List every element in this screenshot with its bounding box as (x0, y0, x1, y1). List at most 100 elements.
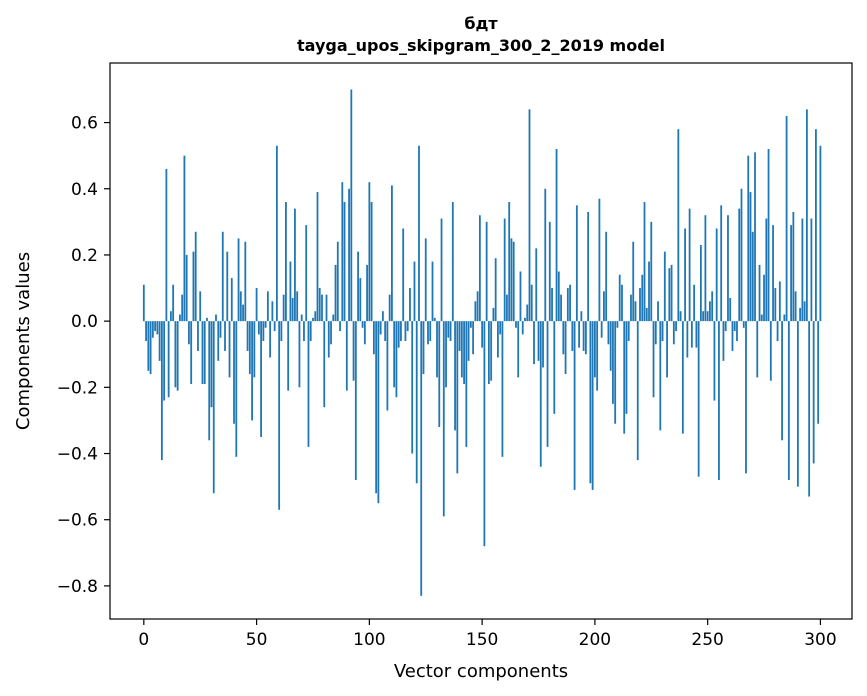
bar-270 (751, 231, 754, 322)
bar-115 (402, 228, 405, 322)
bar-144 (467, 321, 470, 361)
bar-67 (294, 208, 296, 322)
bar-125 (424, 238, 427, 322)
bar-134 (445, 321, 447, 388)
bar-187 (564, 321, 567, 375)
bar-38 (228, 321, 231, 378)
bar-198 (589, 321, 592, 484)
bar-295 (808, 321, 811, 497)
bar-195 (582, 321, 585, 351)
bar-50 (255, 288, 258, 322)
bar-238 (679, 311, 682, 322)
bar-85 (334, 264, 337, 322)
bar-192 (575, 205, 578, 322)
bar-284 (783, 314, 786, 322)
bar-150 (481, 321, 484, 348)
bar-52 (260, 321, 262, 437)
bar-64 (287, 321, 290, 391)
bar-215 (627, 321, 630, 341)
bar-258 (724, 321, 727, 332)
bar-211 (618, 274, 621, 322)
bar-63 (285, 202, 287, 322)
bar-191 (573, 321, 576, 490)
bar-214 (625, 321, 628, 414)
bar-19 (185, 254, 188, 322)
bar-120 (413, 261, 416, 322)
bar-243 (690, 321, 693, 348)
bar-109 (388, 294, 391, 322)
bar-164 (512, 241, 515, 322)
bar-149 (478, 215, 481, 322)
bar-216 (630, 294, 632, 322)
bar-56 (269, 321, 272, 358)
bar-291 (799, 307, 802, 322)
bar-131 (438, 321, 441, 428)
bar-262 (733, 321, 736, 332)
bar-133 (442, 321, 445, 517)
y-axis-label: Components values (13, 252, 34, 430)
bar-27 (203, 321, 206, 385)
bar-111 (393, 321, 396, 388)
bar-33 (217, 321, 220, 361)
bar-290 (796, 321, 799, 487)
bar-241 (686, 321, 689, 358)
bar-153 (487, 321, 490, 385)
bar-117 (406, 321, 409, 332)
bar-124 (422, 321, 425, 375)
bar-62 (282, 294, 285, 322)
bar-240 (684, 228, 686, 322)
bar-292 (801, 218, 804, 322)
bar-104 (377, 321, 380, 504)
bar-132 (440, 218, 443, 322)
bar-0 (142, 284, 145, 322)
bar-287 (790, 225, 792, 322)
bar-161 (506, 294, 508, 322)
bar-42 (237, 238, 240, 322)
bar-253 (713, 321, 716, 401)
bar-91 (348, 188, 350, 322)
bar-300 (819, 145, 822, 322)
bar-179 (546, 321, 549, 447)
bar-66 (291, 297, 294, 322)
bar-35 (221, 231, 224, 322)
bar-130 (436, 321, 438, 378)
bar-119 (411, 321, 414, 454)
x-axis-ticks: 0 50 100 150 200 250 300 (138, 619, 837, 650)
bar-193 (578, 321, 580, 348)
bar-261 (731, 321, 734, 351)
bar-297 (812, 321, 815, 464)
bar-269 (749, 192, 752, 322)
bar-68 (296, 291, 299, 322)
bar-205 (605, 231, 608, 322)
bar-277 (767, 149, 770, 322)
bars-group (142, 89, 822, 596)
bar-239 (681, 321, 684, 434)
bar-202 (598, 198, 601, 322)
x-tick-label: 50 (246, 630, 268, 650)
bar-61 (280, 321, 283, 341)
bar-14 (174, 321, 177, 388)
bar-199 (591, 321, 594, 490)
bar-60 (278, 321, 281, 510)
bar-165 (515, 321, 517, 328)
bar-136 (449, 321, 452, 341)
bar-249 (704, 215, 707, 322)
bar-49 (253, 321, 256, 378)
bar-59 (275, 145, 278, 322)
x-axis-label: Vector components (394, 661, 568, 682)
y-axis-ticks: −0.8 −0.6 −0.4 −0.2 0.0 0.2 0.4 0.6 (57, 114, 110, 597)
bar-251 (709, 301, 711, 322)
bar-160 (503, 218, 506, 322)
bar-70 (300, 314, 303, 322)
bar-39 (230, 278, 233, 322)
bar-218 (634, 301, 637, 322)
bar-183 (555, 149, 558, 322)
bar-242 (688, 208, 691, 322)
bar-16 (179, 314, 181, 322)
bar-146 (472, 321, 474, 355)
bar-212 (621, 284, 623, 322)
bar-79 (321, 294, 323, 322)
bar-82 (327, 321, 330, 358)
